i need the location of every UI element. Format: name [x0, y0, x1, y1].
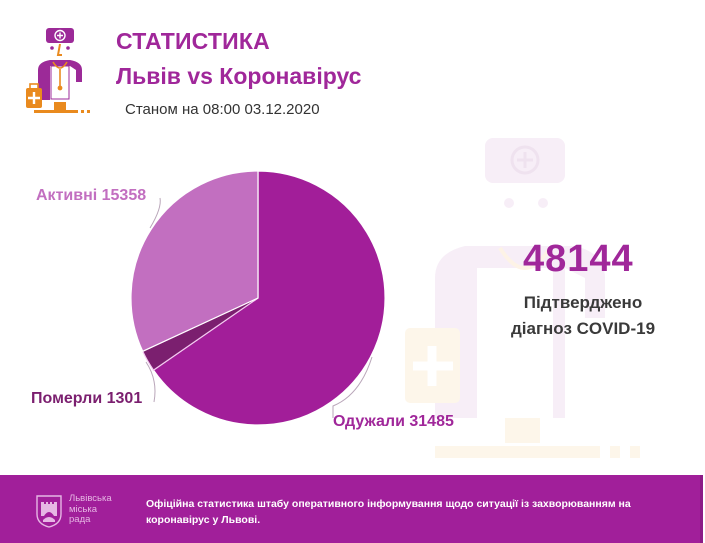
- doctor-logo-icon: [26, 28, 90, 113]
- lviv-coat-of-arms-icon: [36, 495, 62, 528]
- label-active: Активні 15358: [36, 187, 147, 204]
- footer-bar: [0, 475, 703, 543]
- footer-text-line-2: коронавірус у Львові.: [146, 514, 261, 526]
- leader-line-dead: [145, 361, 156, 403]
- pie-slice-recovered[interactable]: [152, 170, 386, 426]
- doctor-watermark-icon: [405, 138, 640, 458]
- total-caption-line1: Підтверджено: [523, 293, 643, 312]
- leader-line-recovered: [332, 356, 373, 418]
- total-caption: Підтверджено діагноз COVID-19: [498, 290, 668, 342]
- org-line-1: Львівська: [69, 493, 112, 504]
- org-line-3: рада: [69, 514, 91, 525]
- label-recovered: Одужали 31485: [333, 413, 454, 430]
- pie-chart: [130, 170, 386, 426]
- total-confirmed-count: 48144: [523, 238, 634, 280]
- leader-line-active: [149, 197, 161, 229]
- as-of-timestamp: Станом на 08:00 03.12.2020: [125, 101, 320, 118]
- footer-text-line-1: Офіційна статистика штабу оперативного і…: [146, 498, 631, 510]
- footer-disclaimer: Офіційна статистика штабу оперативного і…: [146, 496, 636, 528]
- page-title: СТАТИСТИКА: [116, 28, 270, 54]
- city-council-name: Львівська міська рада: [69, 493, 112, 526]
- label-dead: Померли 1301: [31, 390, 143, 407]
- pie-slice-active[interactable]: [130, 170, 259, 353]
- total-caption-line2: діагноз COVID-19: [510, 319, 656, 338]
- org-line-2: міська: [69, 503, 97, 515]
- page-subtitle: Львів vs Коронавірус: [116, 63, 362, 89]
